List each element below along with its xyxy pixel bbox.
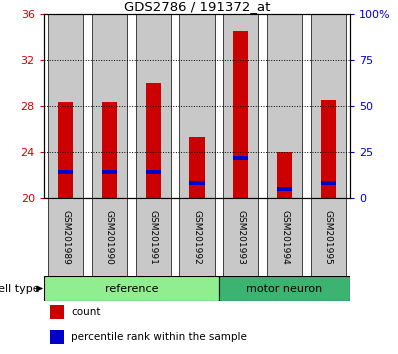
Bar [50, 330, 64, 344]
Bar [48, 14, 83, 198]
Title: GDS2786 / 191372_at: GDS2786 / 191372_at [124, 0, 270, 13]
Text: GSM201989: GSM201989 [61, 210, 70, 265]
Bar [321, 101, 336, 198]
Bar [219, 276, 350, 301]
Text: GSM201995: GSM201995 [324, 210, 333, 265]
Bar [267, 198, 302, 276]
Bar [92, 198, 127, 276]
Bar [233, 32, 248, 198]
Bar [58, 170, 73, 174]
Bar [179, 198, 215, 276]
Text: percentile rank within the sample: percentile rank within the sample [71, 332, 247, 342]
Text: GSM201990: GSM201990 [105, 210, 114, 265]
Text: motor neuron: motor neuron [246, 284, 323, 293]
Bar [223, 14, 258, 198]
Bar [58, 102, 73, 198]
Bar [189, 137, 205, 198]
Bar [179, 14, 215, 198]
Bar [48, 198, 83, 276]
Bar [102, 170, 117, 174]
Text: GSM201992: GSM201992 [193, 210, 201, 264]
Bar [92, 14, 127, 198]
Text: reference: reference [105, 284, 158, 293]
Text: GSM201991: GSM201991 [149, 210, 158, 265]
Bar [50, 306, 64, 319]
Bar [277, 187, 292, 191]
Bar [311, 198, 346, 276]
Bar [146, 170, 161, 174]
Bar [311, 14, 346, 198]
Bar [102, 102, 117, 198]
Bar [277, 152, 292, 198]
Bar [233, 156, 248, 160]
Bar [223, 198, 258, 276]
Bar [44, 276, 219, 301]
Text: count: count [71, 307, 101, 317]
Bar [146, 83, 161, 198]
Bar [136, 198, 171, 276]
Text: GSM201994: GSM201994 [280, 210, 289, 264]
Bar [321, 181, 336, 185]
Bar [189, 181, 205, 185]
Bar [136, 14, 171, 198]
Text: GSM201993: GSM201993 [236, 210, 245, 265]
Text: cell type: cell type [0, 284, 39, 293]
Bar [267, 14, 302, 198]
